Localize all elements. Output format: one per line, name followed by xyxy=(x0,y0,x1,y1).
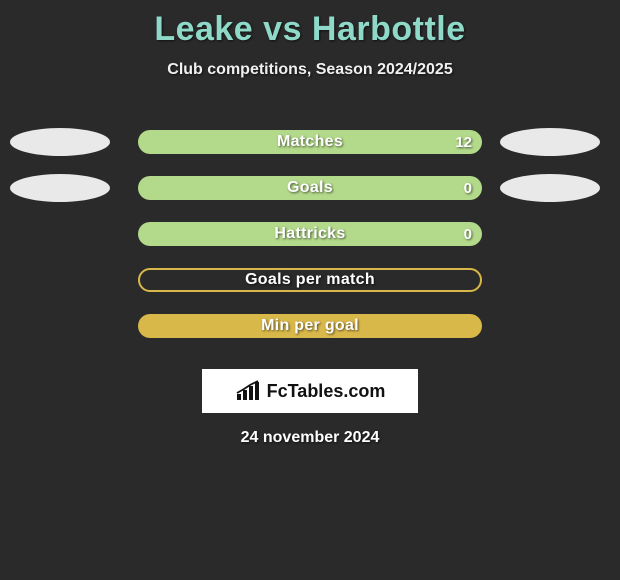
right-ellipse xyxy=(500,128,600,156)
stat-bar-track: Goals per match xyxy=(138,268,482,292)
stat-value-right: 12 xyxy=(455,130,472,154)
logo: FcTables.com xyxy=(235,380,386,402)
stat-row: Hattricks0 xyxy=(0,211,620,257)
stat-value-right: 0 xyxy=(464,176,472,200)
stat-row: Matches12 xyxy=(0,119,620,165)
left-ellipse xyxy=(10,174,110,202)
stat-label: Goals xyxy=(138,176,482,200)
stat-row: Goals0 xyxy=(0,165,620,211)
stat-label: Hattricks xyxy=(138,222,482,246)
stat-row: Goals per match xyxy=(0,257,620,303)
stat-label: Matches xyxy=(138,130,482,154)
left-ellipse xyxy=(10,128,110,156)
stat-bar-track: Goals0 xyxy=(138,176,482,200)
logo-text: FcTables.com xyxy=(267,381,386,402)
page-title: Leake vs Harbottle xyxy=(0,0,620,49)
stat-value-right: 0 xyxy=(464,222,472,246)
logo-box: FcTables.com xyxy=(202,369,418,413)
stat-bar-track: Min per goal xyxy=(138,314,482,338)
stat-bar-track: Hattricks0 xyxy=(138,222,482,246)
stat-label: Min per goal xyxy=(138,314,482,338)
stat-row: Min per goal xyxy=(0,303,620,349)
stat-label: Goals per match xyxy=(140,270,480,290)
right-ellipse xyxy=(500,174,600,202)
date-text: 24 november 2024 xyxy=(0,429,620,447)
logo-chart-icon xyxy=(235,380,263,402)
subtitle: Club competitions, Season 2024/2025 xyxy=(0,61,620,79)
stat-bar-track: Matches12 xyxy=(138,130,482,154)
stats-rows: Matches12Goals0Hattricks0Goals per match… xyxy=(0,119,620,349)
